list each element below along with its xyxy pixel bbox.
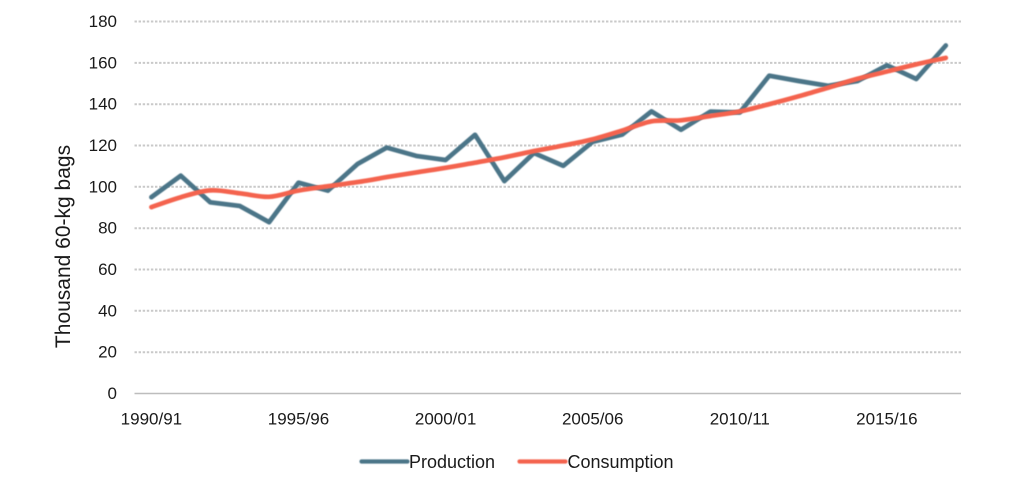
svg-text:1995/96: 1995/96 [268, 410, 329, 429]
svg-text:180: 180 [89, 12, 117, 31]
svg-text:Consumption: Consumption [568, 452, 674, 472]
svg-text:2000/01: 2000/01 [415, 410, 476, 429]
svg-text:Production: Production [409, 452, 495, 472]
svg-text:140: 140 [89, 95, 117, 114]
svg-text:160: 160 [89, 53, 117, 72]
svg-text:2010/11: 2010/11 [710, 410, 770, 429]
svg-text:2005/06: 2005/06 [562, 410, 623, 429]
svg-text:2015/16: 2015/16 [856, 410, 917, 429]
svg-text:80: 80 [98, 219, 117, 238]
svg-text:100: 100 [89, 177, 117, 196]
svg-text:0: 0 [108, 384, 117, 403]
svg-text:40: 40 [98, 301, 117, 320]
svg-text:60: 60 [98, 260, 117, 279]
svg-text:120: 120 [89, 136, 117, 155]
svg-text:Thousand 60-kg bags: Thousand 60-kg bags [52, 145, 75, 348]
svg-text:20: 20 [98, 343, 117, 362]
svg-text:1990/91: 1990/91 [121, 410, 182, 429]
